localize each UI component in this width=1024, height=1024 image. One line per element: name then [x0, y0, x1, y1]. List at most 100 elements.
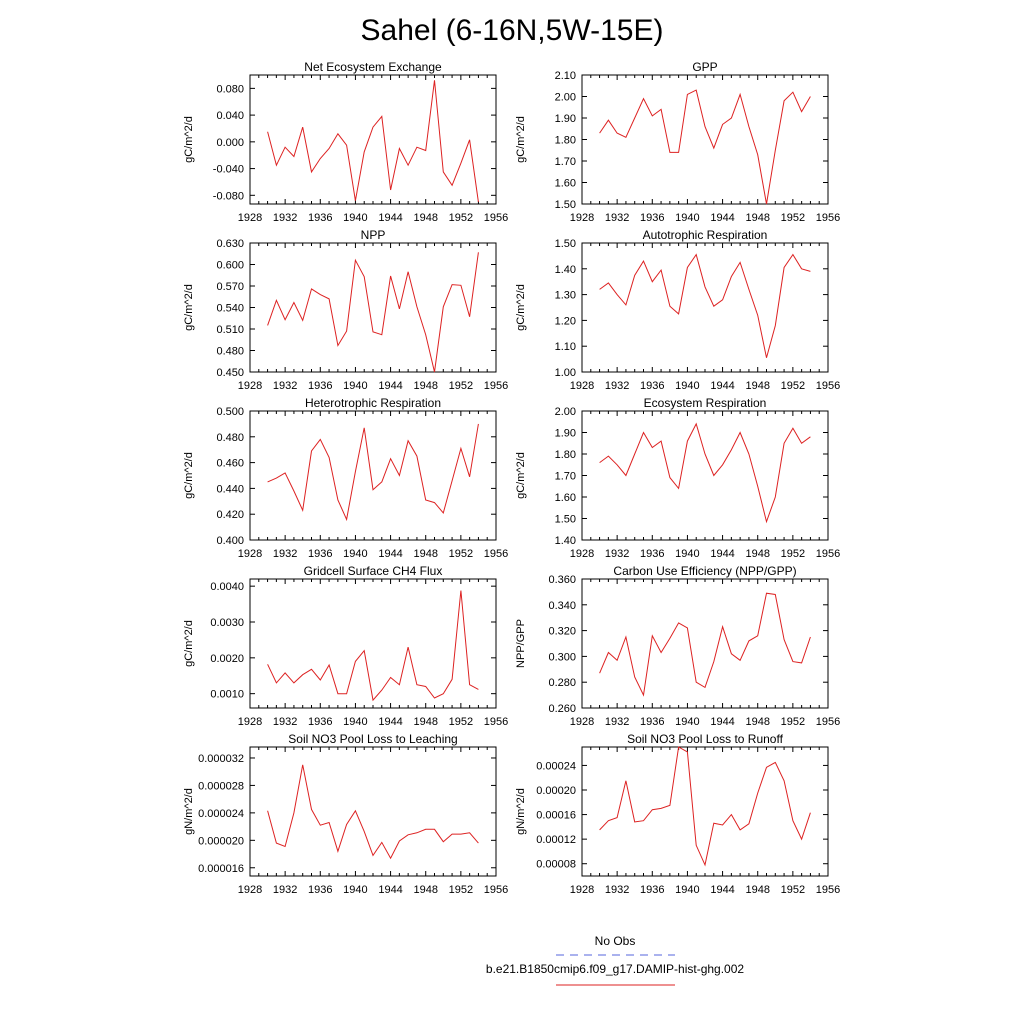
chart-panel: Heterotrophic Respiration gC/m^2/d 1928 193… — [183, 396, 508, 560]
x-tick-label: 1956 — [484, 716, 508, 728]
panel-title: GPP — [692, 60, 717, 74]
y-axis-label: gC/m^2/d — [183, 284, 195, 331]
x-tick-label: 1948 — [745, 716, 769, 728]
panel-title: Gridcell Surface CH4 Flux — [304, 564, 443, 578]
series-line — [267, 423, 479, 522]
y-tick-label: 0.0030 — [210, 617, 244, 629]
x-tick-label: 1944 — [710, 716, 734, 728]
plot-frame — [249, 578, 497, 709]
x-tick-label: 1948 — [413, 380, 437, 392]
x-tick-label: 1932 — [605, 212, 629, 224]
y-axis-label: gC/m^2/d — [183, 452, 195, 499]
x-tick-label: 1940 — [675, 884, 699, 896]
series-line — [599, 422, 811, 524]
chart-panel: Carbon Use Efficiency (NPP/GPP) NPP/GPP 19… — [515, 564, 840, 728]
x-tick-label: 1940 — [675, 716, 699, 728]
series-line — [267, 764, 479, 860]
y-tick-label: 0.480 — [216, 432, 244, 444]
x-tick-label: 1944 — [378, 212, 402, 224]
x-tick-label: 1944 — [378, 884, 402, 896]
plot-frame — [581, 242, 829, 373]
y-axis-label: gC/m^2/d — [183, 116, 195, 163]
y-axis-label: gC/m^2/d — [515, 452, 527, 499]
panel-title: Soil NO3 Pool Loss to Runoff — [627, 732, 784, 746]
y-tick-label: 0.440 — [216, 483, 244, 495]
x-tick-label: 1936 — [640, 212, 664, 224]
x-tick-label: 1936 — [308, 212, 332, 224]
y-tick-label: 0.000 — [216, 137, 244, 149]
x-tick-label: 1940 — [675, 212, 699, 224]
y-tick-label: 0.460 — [216, 458, 244, 470]
series-line — [267, 80, 479, 203]
y-tick-label: 1.70 — [555, 156, 576, 168]
y-tick-label: 2.00 — [555, 406, 576, 418]
legend-model-label: b.e21.B1850cmip6.f09_g17.DAMIP-hist-ghg.… — [486, 962, 744, 976]
y-tick-label: 0.630 — [216, 238, 244, 250]
x-tick-label: 1928 — [570, 212, 594, 224]
y-tick-label: 1.50 — [555, 514, 576, 526]
y-tick-label: 0.00020 — [536, 785, 576, 797]
x-tick-label: 1932 — [273, 884, 297, 896]
plot-frame — [581, 578, 829, 709]
x-tick-label: 1956 — [484, 212, 508, 224]
x-tick-label: 1940 — [343, 212, 367, 224]
y-tick-label: 1.70 — [555, 471, 576, 483]
y-tick-label: -0.080 — [213, 190, 244, 202]
y-axis-label: gC/m^2/d — [515, 116, 527, 163]
x-tick-label: 1928 — [238, 380, 262, 392]
y-tick-label: 1.50 — [555, 199, 576, 211]
chart-panel: Net Ecosystem Exchange gC/m^2/d 1928 1932 19… — [183, 60, 508, 224]
y-tick-label: 2.10 — [555, 70, 576, 82]
x-tick-label: 1932 — [273, 212, 297, 224]
x-tick-label: 1948 — [745, 548, 769, 560]
y-tick-label: 0.080 — [216, 83, 244, 95]
x-tick-label: 1928 — [238, 716, 262, 728]
x-tick-label: 1952 — [449, 548, 473, 560]
x-tick-label: 1944 — [378, 716, 402, 728]
panel-title: Heterotrophic Respiration — [305, 396, 441, 410]
x-tick-label: 1944 — [710, 380, 734, 392]
y-axis-label: NPP/GPP — [515, 619, 527, 668]
y-tick-label: 0.00024 — [536, 760, 576, 772]
x-tick-label: 1952 — [449, 884, 473, 896]
x-tick-label: 1932 — [273, 716, 297, 728]
x-tick-label: 1952 — [449, 212, 473, 224]
legend-obs-label: No Obs — [595, 934, 636, 948]
x-tick-label: 1956 — [816, 884, 840, 896]
y-tick-label: 0.320 — [548, 626, 576, 638]
y-axis-label: gN/m^2/d — [183, 788, 195, 835]
x-tick-label: 1952 — [449, 380, 473, 392]
y-tick-label: 0.000032 — [198, 753, 244, 765]
panel-title: Soil NO3 Pool Loss to Leaching — [288, 732, 457, 746]
y-tick-label: 0.300 — [548, 651, 576, 663]
chart-panel: Soil NO3 Pool Loss to Leaching gN/m^2/d 19… — [183, 732, 508, 896]
x-tick-label: 1940 — [675, 380, 699, 392]
y-tick-label: 0.280 — [548, 677, 576, 689]
x-tick-label: 1948 — [745, 212, 769, 224]
y-tick-label: 0.000028 — [198, 780, 244, 792]
x-tick-label: 1932 — [605, 716, 629, 728]
series-line — [599, 253, 811, 358]
y-tick-label: 0.040 — [216, 110, 244, 122]
x-tick-label: 1944 — [710, 884, 734, 896]
y-tick-label: 1.40 — [555, 535, 576, 547]
y-tick-label: 0.000020 — [198, 835, 244, 847]
y-tick-label: -0.040 — [213, 164, 244, 176]
x-tick-label: 1936 — [640, 380, 664, 392]
series-line — [267, 590, 479, 702]
x-tick-label: 1940 — [343, 380, 367, 392]
x-tick-label: 1952 — [781, 212, 805, 224]
y-tick-label: 1.10 — [555, 341, 576, 353]
x-tick-label: 1928 — [570, 884, 594, 896]
y-axis-label: gC/m^2/d — [515, 284, 527, 331]
series-line — [599, 746, 811, 867]
x-tick-label: 1948 — [745, 884, 769, 896]
y-tick-label: 2.00 — [555, 92, 576, 104]
chart-panel: NPP gC/m^2/d 1928 1932 1936 1940 1944 1948 1952 1… — [183, 228, 508, 392]
y-tick-label: 0.260 — [548, 703, 576, 715]
y-tick-label: 0.540 — [216, 303, 244, 315]
x-tick-label: 1940 — [675, 548, 699, 560]
y-tick-label: 0.450 — [216, 367, 244, 379]
y-tick-label: 1.50 — [555, 238, 576, 250]
